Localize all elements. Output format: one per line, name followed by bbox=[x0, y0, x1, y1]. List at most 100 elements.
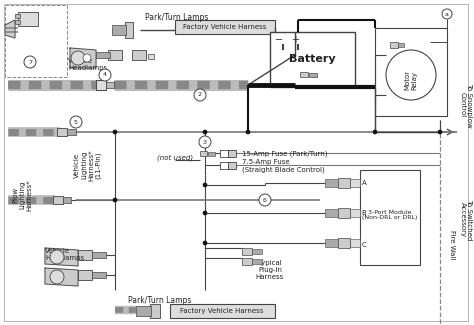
Circle shape bbox=[50, 270, 64, 284]
Circle shape bbox=[203, 130, 207, 134]
Polygon shape bbox=[45, 268, 78, 286]
Bar bbox=[350, 209, 360, 217]
Bar bbox=[106, 82, 114, 88]
Bar bbox=[338, 208, 350, 218]
Circle shape bbox=[203, 211, 207, 215]
Bar bbox=[338, 238, 350, 248]
Bar bbox=[325, 209, 338, 217]
Circle shape bbox=[203, 183, 207, 187]
Text: Park/Turn Lamps: Park/Turn Lamps bbox=[145, 13, 209, 22]
Text: Vehicle
Headlamps: Vehicle Headlamps bbox=[45, 248, 84, 261]
Bar bbox=[63, 197, 71, 203]
Bar bbox=[270, 32, 355, 87]
Bar bbox=[325, 179, 338, 187]
Text: (not used): (not used) bbox=[157, 155, 193, 161]
Circle shape bbox=[113, 130, 117, 134]
Bar bbox=[15, 14, 20, 18]
Text: Factory Vehicle Harness: Factory Vehicle Harness bbox=[180, 308, 264, 314]
Polygon shape bbox=[45, 248, 78, 266]
Bar bbox=[350, 179, 360, 187]
Circle shape bbox=[70, 116, 82, 128]
Text: Battery: Battery bbox=[289, 54, 335, 64]
Circle shape bbox=[373, 130, 377, 134]
Text: To Switched
Accessory: To Switched Accessory bbox=[459, 199, 473, 241]
Bar bbox=[242, 258, 252, 265]
Bar bbox=[338, 178, 350, 188]
Text: 3: 3 bbox=[203, 139, 207, 145]
Text: Motor
Relay: Motor Relay bbox=[404, 70, 418, 90]
Text: To Snowplow
Control: To Snowplow Control bbox=[459, 83, 473, 127]
Text: Vehicle
Lighting
Harness*
(11-Pin): Vehicle Lighting Harness* (11-Pin) bbox=[74, 149, 102, 181]
Circle shape bbox=[438, 130, 442, 134]
Bar bbox=[92, 252, 106, 258]
Text: 7.5-Amp Fuse
(Straight Blade Control): 7.5-Amp Fuse (Straight Blade Control) bbox=[242, 159, 325, 173]
Bar bbox=[208, 152, 215, 156]
Text: A: A bbox=[362, 180, 366, 186]
Text: −: − bbox=[275, 35, 283, 45]
Bar bbox=[390, 42, 398, 48]
Bar bbox=[228, 150, 236, 157]
Circle shape bbox=[113, 198, 117, 202]
Bar bbox=[67, 129, 76, 135]
Text: 5: 5 bbox=[74, 120, 78, 124]
Circle shape bbox=[386, 50, 436, 100]
Circle shape bbox=[442, 9, 452, 19]
Circle shape bbox=[199, 136, 211, 148]
Bar bbox=[350, 239, 360, 247]
Bar bbox=[252, 249, 262, 254]
Bar bbox=[242, 248, 252, 255]
Text: B: B bbox=[362, 210, 366, 216]
Circle shape bbox=[50, 250, 64, 264]
Circle shape bbox=[71, 51, 85, 65]
Text: 7: 7 bbox=[28, 59, 32, 64]
Text: +: + bbox=[291, 35, 299, 45]
Bar bbox=[200, 151, 207, 156]
Text: Fire Wall: Fire Wall bbox=[449, 230, 455, 260]
Text: 15-Amp Fuse (Park/Turn): 15-Amp Fuse (Park/Turn) bbox=[242, 151, 328, 157]
Circle shape bbox=[203, 241, 207, 245]
Bar bbox=[148, 54, 154, 59]
Bar bbox=[360, 170, 420, 265]
Bar bbox=[228, 162, 236, 169]
Bar bbox=[300, 72, 308, 77]
Bar bbox=[92, 272, 106, 278]
Text: Park/Turn Lamps: Park/Turn Lamps bbox=[128, 296, 191, 305]
Bar bbox=[220, 150, 228, 157]
Bar bbox=[53, 196, 63, 204]
Bar bbox=[170, 304, 275, 318]
Bar bbox=[220, 162, 228, 169]
Bar bbox=[18, 12, 38, 26]
Text: C: C bbox=[362, 242, 366, 248]
Text: 4: 4 bbox=[103, 72, 107, 77]
Circle shape bbox=[99, 69, 111, 81]
Text: 3-Port Module
(Non-DRL or DRL): 3-Port Module (Non-DRL or DRL) bbox=[362, 210, 418, 220]
Text: Vehicle
Headlamps: Vehicle Headlamps bbox=[68, 58, 107, 71]
Text: Typical
Plug-In
Harness: Typical Plug-In Harness bbox=[256, 260, 284, 280]
Bar bbox=[175, 20, 275, 34]
Bar bbox=[57, 128, 67, 136]
Bar bbox=[112, 25, 126, 35]
Polygon shape bbox=[5, 20, 15, 38]
Bar bbox=[15, 20, 20, 24]
Bar bbox=[132, 50, 146, 60]
Bar bbox=[375, 28, 447, 116]
Circle shape bbox=[259, 194, 271, 206]
Circle shape bbox=[83, 54, 91, 62]
Bar bbox=[136, 306, 151, 316]
Text: Factory Vehicle Harness: Factory Vehicle Harness bbox=[183, 24, 267, 30]
Bar bbox=[125, 22, 133, 38]
Bar bbox=[108, 50, 122, 60]
Text: 6: 6 bbox=[263, 198, 267, 202]
Circle shape bbox=[24, 56, 36, 68]
Bar bbox=[78, 250, 92, 260]
Circle shape bbox=[194, 89, 206, 101]
Bar bbox=[96, 80, 106, 90]
Text: 2: 2 bbox=[198, 93, 202, 97]
Bar bbox=[252, 259, 262, 264]
Text: a: a bbox=[445, 11, 449, 17]
Bar bbox=[309, 73, 317, 77]
Bar bbox=[78, 270, 92, 280]
Bar bbox=[325, 239, 338, 247]
Bar bbox=[5, 5, 67, 77]
Text: Plow
Lighting
Harness*: Plow Lighting Harness* bbox=[12, 179, 32, 211]
